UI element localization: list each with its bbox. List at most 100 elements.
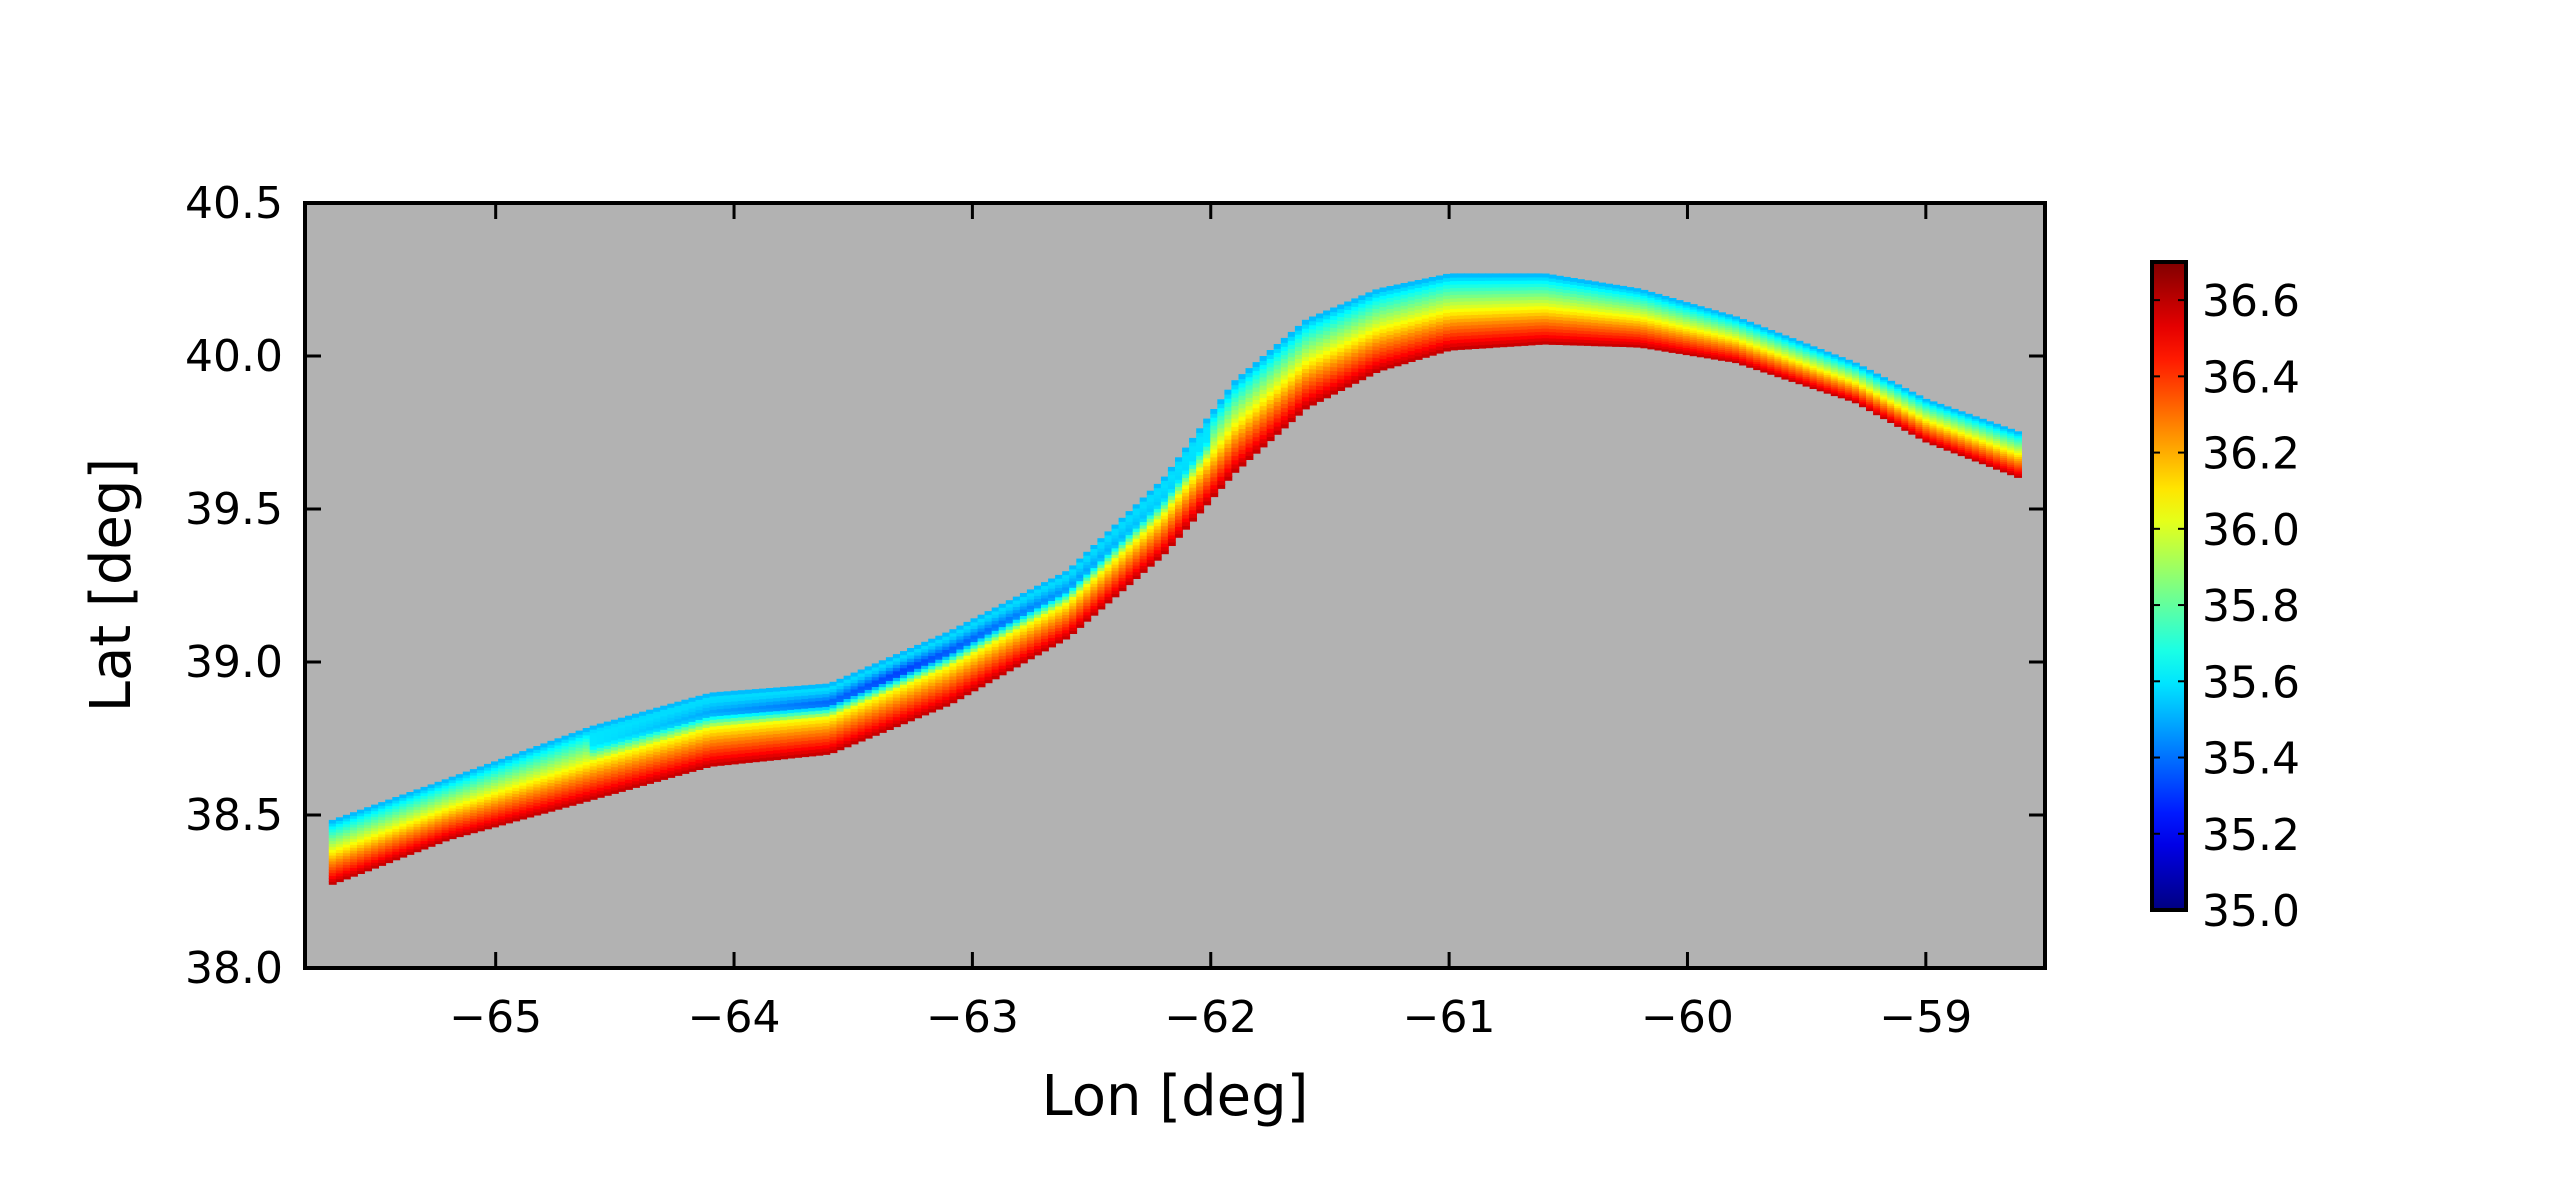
salinity-cell xyxy=(1760,359,1769,363)
salinity-cell xyxy=(907,680,915,685)
salinity-cell xyxy=(575,770,584,775)
salinity-cell xyxy=(448,824,457,828)
salinity-cell xyxy=(815,742,824,746)
salinity-cell xyxy=(1294,386,1303,392)
salinity-cell xyxy=(420,840,429,844)
salinity-cell xyxy=(1048,597,1056,601)
salinity-cell xyxy=(1019,653,1028,658)
salinity-cell xyxy=(716,728,725,733)
salinity-cell xyxy=(1372,357,1381,362)
salinity-cell xyxy=(1344,305,1353,310)
salinity-cell xyxy=(1041,619,1049,624)
salinity-cell xyxy=(1026,639,1035,644)
salinity-cell xyxy=(1443,326,1451,331)
salinity-cell xyxy=(1330,342,1338,348)
salinity-cell xyxy=(1830,371,1839,374)
salinity-cell xyxy=(455,830,464,835)
salinity-cell xyxy=(991,652,1000,657)
salinity-cell xyxy=(773,697,781,702)
salinity-cell xyxy=(448,804,457,809)
salinity-cell xyxy=(702,740,711,745)
salinity-cell xyxy=(1837,368,1846,371)
salinity-cell xyxy=(681,699,690,704)
salinity-cell xyxy=(533,764,542,769)
salinity-cell xyxy=(1252,399,1261,405)
salinity-cell xyxy=(1887,382,1896,386)
salinity-cell xyxy=(484,793,492,797)
salinity-cell xyxy=(1189,471,1197,477)
salinity-cell xyxy=(907,661,915,666)
salinity-cell xyxy=(1908,416,1917,420)
salinity-cell xyxy=(836,746,845,751)
salinity-cell xyxy=(1034,592,1042,596)
salinity-cell xyxy=(575,733,584,738)
salinity-cell xyxy=(1640,313,1649,317)
salinity-cell xyxy=(1851,380,1860,384)
salinity-cell xyxy=(1584,283,1592,287)
salinity-cell xyxy=(1443,315,1451,321)
salinity-cell xyxy=(1555,325,1564,330)
salinity-cell xyxy=(1619,340,1628,345)
salinity-cell xyxy=(1132,568,1141,573)
salinity-cell xyxy=(1153,490,1162,496)
salinity-cell xyxy=(1788,373,1797,377)
salinity-cell xyxy=(392,831,401,835)
salinity-cell xyxy=(1111,567,1120,572)
salinity-cell xyxy=(1026,611,1035,616)
salinity-cell xyxy=(1880,384,1888,388)
salinity-cell xyxy=(1351,340,1360,346)
salinity-cell xyxy=(1055,574,1063,579)
salinity-cell xyxy=(1428,351,1437,356)
salinity-cell xyxy=(1196,485,1205,491)
salinity-cell xyxy=(1598,337,1606,341)
salinity-cell xyxy=(406,840,415,844)
salinity-cell xyxy=(709,705,718,710)
salinity-cell xyxy=(617,754,626,759)
salinity-cell xyxy=(1069,596,1078,601)
salinity-cell xyxy=(984,672,993,677)
salinity-cell xyxy=(1055,596,1063,601)
salinity-cell xyxy=(1266,358,1275,364)
salinity-cell xyxy=(709,725,718,730)
salinity-cell xyxy=(1379,298,1388,304)
salinity-cell xyxy=(1041,597,1049,602)
salinity-cell xyxy=(1196,443,1205,449)
salinity-cell xyxy=(1569,284,1578,288)
salinity-cell xyxy=(1908,420,1917,424)
salinity-cell xyxy=(610,719,619,724)
salinity-cell xyxy=(350,864,358,868)
salinity-cell xyxy=(1873,392,1881,395)
salinity-cell xyxy=(434,807,443,811)
salinity-cell xyxy=(1591,298,1599,303)
salinity-cell xyxy=(1259,409,1268,415)
salinity-cell xyxy=(751,715,760,720)
salinity-cell xyxy=(469,829,478,834)
salinity-cell xyxy=(1844,383,1853,387)
salinity-cell xyxy=(1358,322,1367,327)
salinity-cell xyxy=(1837,388,1846,391)
salinity-cell xyxy=(1739,354,1747,358)
salinity-cell xyxy=(392,834,401,838)
salinity-cell xyxy=(1527,283,1536,288)
salinity-cell xyxy=(864,721,873,726)
salinity-cell xyxy=(1513,325,1522,330)
salinity-cell xyxy=(759,691,767,696)
salinity-cell xyxy=(1407,350,1416,355)
salinity-cell xyxy=(794,715,803,719)
salinity-cell xyxy=(1718,355,1726,359)
salinity-cell xyxy=(1837,371,1846,375)
salinity-cell xyxy=(1217,472,1226,477)
salinity-cell xyxy=(540,809,549,814)
salinity-cell xyxy=(491,782,499,786)
salinity-cell xyxy=(1132,554,1141,559)
salinity-cell xyxy=(1259,401,1268,407)
salinity-cell xyxy=(512,753,521,758)
salinity-cell xyxy=(1866,390,1874,393)
salinity-cell xyxy=(1859,404,1867,408)
salinity-cell xyxy=(1915,432,1924,435)
salinity-cell xyxy=(448,776,457,781)
salinity-cell xyxy=(850,733,859,738)
salinity-cell xyxy=(1062,626,1071,631)
salinity-cell xyxy=(533,783,542,788)
salinity-cell xyxy=(1301,396,1310,402)
